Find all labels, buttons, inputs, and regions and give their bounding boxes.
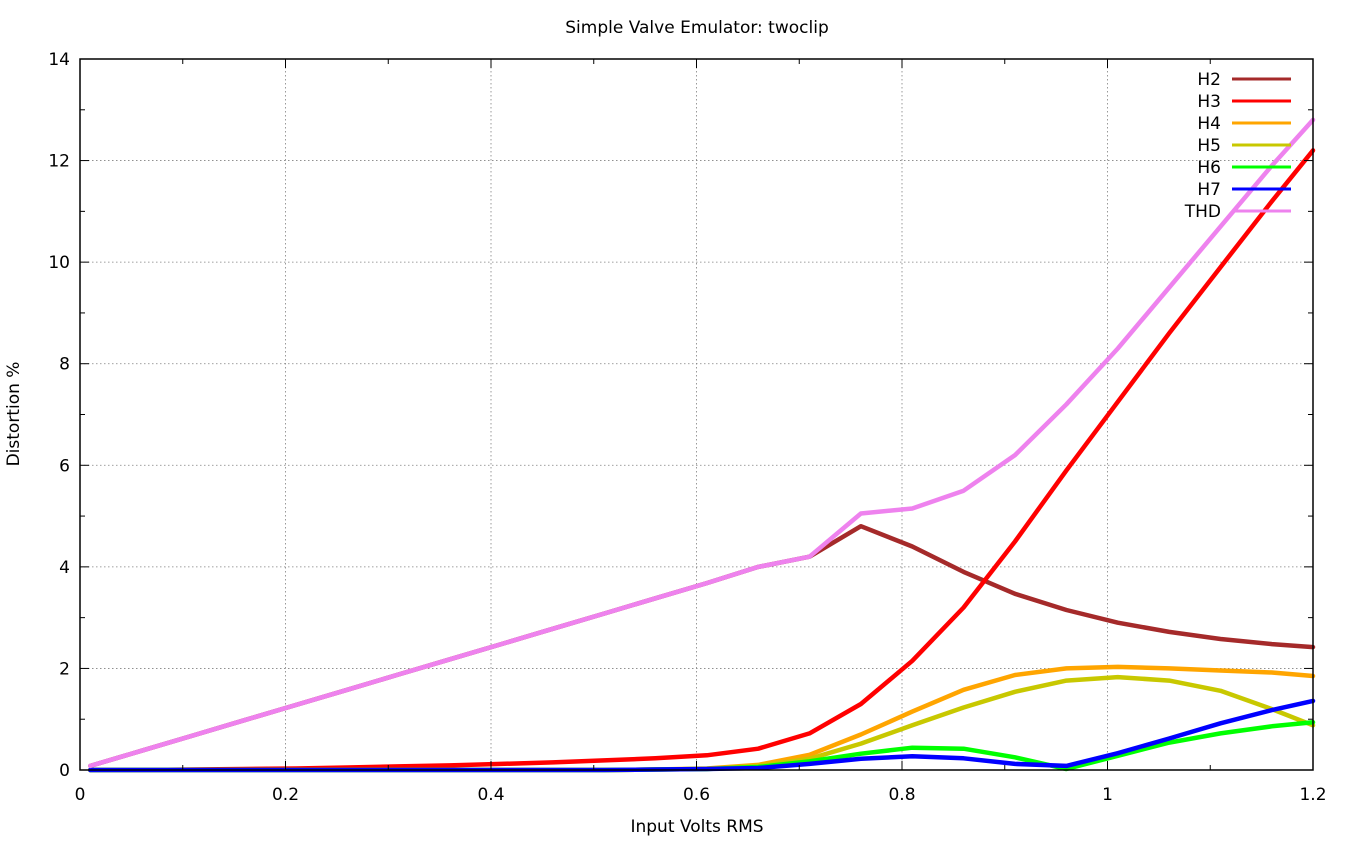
axis-ticks: 0 0.2 0.4 0.6 0.8 1 1.2 0 2 4 6 8 10 12 14 [48, 50, 1326, 805]
x-tick-label: 0.6 [683, 785, 710, 805]
chart-title: Simple Valve Emulator: twoclip [565, 18, 828, 38]
legend-label-h2: H2 [1197, 70, 1221, 90]
x-tick-label: 1 [1102, 785, 1113, 805]
y-tick-label: 12 [48, 152, 70, 172]
y-tick-label: 4 [59, 558, 70, 578]
y-tick-label: 0 [59, 761, 70, 781]
x-tick-label: 1.2 [1299, 785, 1326, 805]
series-line-h6 [88, 720, 1316, 773]
x-tick-label: 0.2 [272, 785, 299, 805]
y-axis-label: Distortion % [4, 362, 24, 467]
legend-label-h7: H7 [1197, 180, 1221, 200]
legend-label-h3: H3 [1197, 92, 1221, 112]
series-line-thd [88, 117, 1316, 769]
y-tick-label: 10 [48, 253, 70, 273]
y-tick-label: 14 [48, 50, 70, 70]
x-tick-label: 0 [75, 785, 86, 805]
series-line-h2 [88, 523, 1316, 769]
x-axis-label: Input Volts RMS [630, 817, 763, 837]
y-tick-label: 2 [59, 659, 70, 679]
legend-label-h4: H4 [1197, 114, 1221, 134]
series-lines [88, 117, 1316, 773]
x-tick-label: 0.8 [888, 785, 915, 805]
x-tick-label: 0.4 [477, 785, 504, 805]
legend-label-h6: H6 [1197, 158, 1221, 178]
legend-label-h5: H5 [1197, 136, 1221, 156]
legend-label-thd: THD [1184, 202, 1221, 222]
y-tick-label: 6 [59, 456, 70, 476]
grid [80, 59, 1313, 770]
y-tick-label: 8 [59, 355, 70, 375]
